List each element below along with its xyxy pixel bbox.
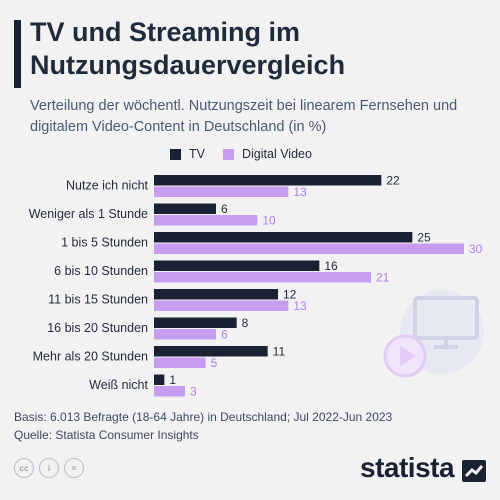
footer-basis: Basis: 6.013 Befragte (18-64 Jahre) in D…: [14, 410, 393, 424]
bar-digital-video: [154, 300, 289, 311]
bar-tv: [154, 289, 278, 300]
category-label: Mehr als 20 Stunden: [33, 350, 148, 364]
data-label-tv: 16: [324, 259, 338, 273]
license-icons: cc i =: [14, 458, 89, 478]
bar-digital-video: [154, 329, 216, 340]
data-label-digital-video: 30: [469, 242, 483, 256]
title-accent-bar: [14, 20, 21, 88]
statista-logo-mark-icon: [462, 460, 486, 482]
category-label: 1 bis 5 Stunden: [61, 236, 148, 250]
bar-digital-video: [154, 357, 206, 368]
data-label-digital-video: 6: [221, 328, 228, 342]
cc-icon[interactable]: cc: [14, 458, 34, 478]
footer-source: Quelle: Statista Consumer Insights: [14, 428, 199, 442]
legend-swatch-digital-video: [222, 148, 234, 160]
bar-chart: Nutze ich nicht 22 13 Weniger als 1 Stunde 6…: [29, 174, 483, 399]
data-label-tv: 22: [386, 174, 400, 188]
info-icon[interactable]: i: [39, 458, 59, 478]
data-label-digital-video: 13: [293, 299, 307, 313]
category-label: Weniger als 1 Stunde: [29, 207, 148, 221]
legend-label-tv: TV: [189, 147, 205, 161]
statista-logo[interactable]: statista: [360, 452, 455, 483]
data-label-tv: 1: [169, 373, 176, 387]
footer: Basis: 6.013 Befragte (18-64 Jahre) in D…: [14, 408, 484, 444]
data-label-tv: 25: [417, 231, 431, 245]
bar-tv: [154, 317, 237, 328]
tv-play-illustration-icon: [383, 290, 484, 378]
category-label: Weiß nicht: [89, 378, 148, 392]
legend-label-digital-video: Digital Video: [241, 147, 312, 161]
data-label-digital-video: 21: [376, 271, 390, 285]
bar-digital-video: [154, 243, 464, 254]
data-label-tv: 12: [283, 288, 297, 302]
bar-tv: [154, 374, 165, 385]
category-label: 11 bis 15 Stunden: [48, 293, 148, 307]
equals-icon[interactable]: =: [64, 458, 84, 478]
category-label: 16 bis 20 Stunden: [47, 321, 148, 335]
bar-digital-video: [154, 215, 258, 226]
category-label: 6 bis 10 Stunden: [54, 264, 148, 278]
legend-item-digital-video: Digital Video: [222, 147, 312, 161]
data-label-tv: 6: [221, 202, 228, 216]
bar-digital-video: [154, 186, 289, 197]
chart-title: TV und Streaming im Nutzungsdauerverglei…: [30, 17, 346, 80]
data-label-digital-video: 5: [211, 356, 218, 370]
data-label-tv: 8: [242, 316, 249, 330]
bar-tv: [154, 232, 413, 243]
bar-tv: [154, 260, 320, 271]
data-label-tv: 11: [273, 345, 286, 359]
data-label-digital-video: 13: [293, 185, 307, 199]
legend-item-tv: TV: [170, 147, 205, 161]
bar-tv: [154, 203, 216, 214]
category-label: Nutze ich nicht: [66, 179, 149, 193]
bar-digital-video: [154, 386, 185, 397]
data-label-digital-video: 10: [262, 214, 276, 228]
legend-swatch-tv: [170, 148, 181, 160]
bar-digital-video: [154, 272, 371, 283]
chart-subtitle: Verteilung der wöchentl. Nutzungszeit be…: [30, 98, 458, 135]
data-label-digital-video: 3: [190, 385, 197, 399]
bar-tv: [154, 346, 268, 357]
legend: TV Digital Video: [170, 146, 330, 162]
bar-tv: [154, 175, 382, 186]
